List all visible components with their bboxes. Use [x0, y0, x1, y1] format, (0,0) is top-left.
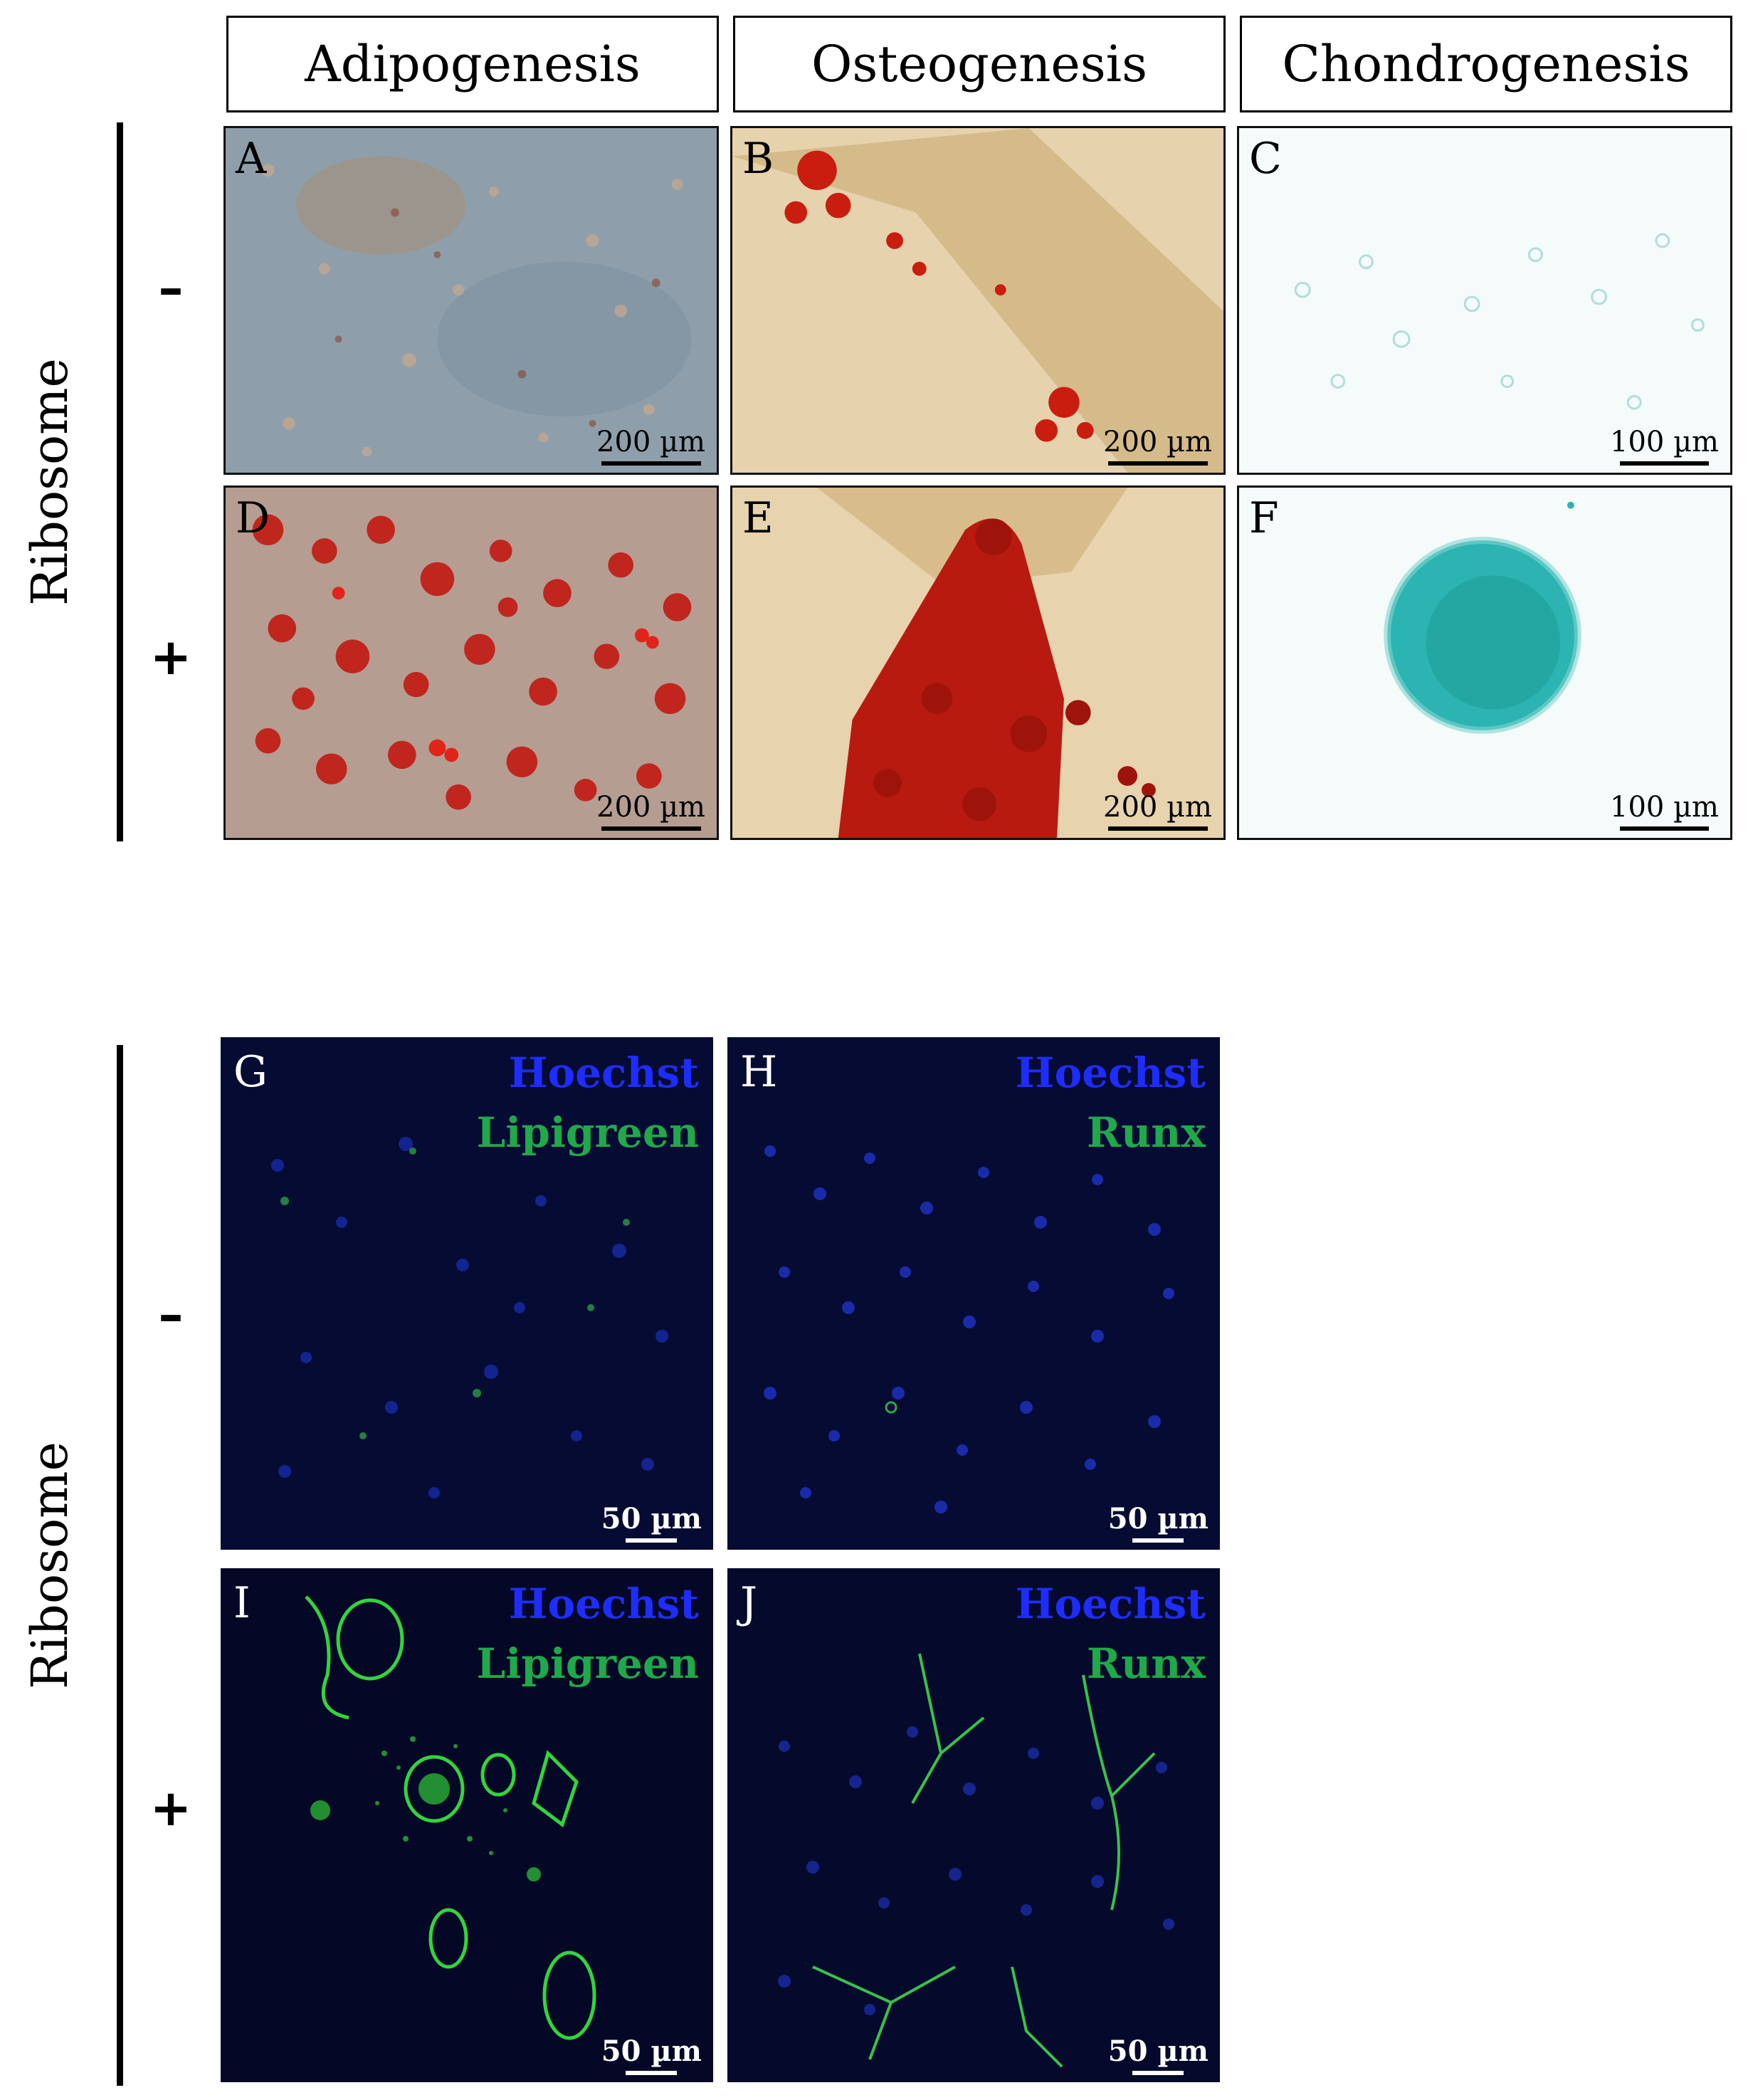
stain-legend-i: Hoechst Lipigreen — [477, 1574, 700, 1694]
scale-bar-f: 100 µm — [1610, 791, 1719, 831]
panel-letter-i: I — [233, 1578, 251, 1628]
panel-letter-b: B — [742, 134, 774, 184]
scale-bar-c: 100 µm — [1610, 426, 1719, 466]
fluorescence-g — [221, 1037, 713, 1550]
scale-bar-i: 50 µm — [601, 2035, 702, 2075]
scale-bar-e: 200 µm — [1103, 791, 1212, 831]
stain-legend-g: Hoechst Lipigreen — [477, 1043, 700, 1162]
panel-letter-e: E — [742, 493, 774, 543]
stain-hoechst-h: Hoechst — [1015, 1049, 1206, 1097]
panel-e-osteogenesis-ribosome: E 200 µm — [730, 485, 1226, 840]
plus-sign-top: + — [149, 628, 192, 686]
fluorescence-i — [221, 1568, 713, 2082]
scale-bar-h: 50 µm — [1108, 1502, 1209, 1543]
panel-h-runx-control: H Hoechst Runx 50 µm — [727, 1037, 1220, 1550]
stain-legend-h: Hoechst Runx — [1016, 1043, 1206, 1162]
panel-letter-a: A — [236, 134, 267, 184]
micrograph-e — [732, 488, 1223, 838]
panel-letter-c: C — [1249, 134, 1282, 184]
stain-hoechst-j: Hoechst — [1015, 1580, 1206, 1628]
panel-letter-d: D — [236, 493, 270, 543]
minus-sign-top: – — [158, 259, 184, 317]
panel-i-lipigreen-ribosome: I Hoechst Lipigreen 50 µm — [221, 1568, 713, 2082]
fluorescence-j — [727, 1568, 1220, 2082]
plus-sign-bottom: + — [149, 1779, 192, 1837]
ribosome-label-bottom: Ribosome — [21, 1442, 80, 1689]
panel-g-lipigreen-control: G Hoechst Lipigreen 50 µm — [221, 1037, 713, 1550]
scale-bar-a: 200 µm — [596, 426, 705, 466]
micrograph-c — [1239, 128, 1730, 473]
scale-bar-b: 200 µm — [1103, 426, 1212, 466]
panel-j-runx-ribosome: J Hoechst Runx 50 µm — [727, 1568, 1220, 2082]
stain-hoechst-i: Hoechst — [508, 1580, 699, 1628]
stain-runx-h: Runx — [1086, 1108, 1206, 1157]
micrograph-b — [732, 128, 1223, 473]
micrograph-f — [1239, 488, 1730, 838]
scale-bar-j: 50 µm — [1108, 2035, 1209, 2075]
column-header-adipogenesis: Adipogenesis — [226, 16, 719, 112]
ribosome-label-top: Ribosome — [21, 358, 80, 606]
micrograph-a — [226, 128, 717, 473]
column-header-chondrogenesis: Chondrogenesis — [1240, 16, 1732, 112]
row-group-bar-bottom — [117, 1045, 123, 2086]
panel-letter-j: J — [740, 1578, 758, 1628]
panel-b-osteogenesis-control: B 200 µm — [730, 126, 1226, 475]
row-group-bar-top — [117, 122, 123, 841]
panel-d-adipogenesis-ribosome: D 200 µm — [223, 485, 719, 840]
panel-letter-h: H — [740, 1047, 778, 1097]
column-header-osteogenesis: Osteogenesis — [733, 16, 1226, 112]
stain-runx-j: Runx — [1086, 1639, 1206, 1689]
micrograph-d — [226, 488, 717, 838]
scale-bar-g: 50 µm — [601, 1502, 702, 1543]
stain-lipigreen-g: Lipigreen — [476, 1108, 700, 1157]
fluorescence-h — [727, 1037, 1220, 1550]
panel-letter-g: G — [233, 1047, 268, 1097]
panel-a-adipogenesis-control: A 200 µm — [223, 126, 719, 475]
stain-hoechst-g: Hoechst — [508, 1049, 699, 1097]
stain-lipigreen-i: Lipigreen — [476, 1639, 700, 1689]
panel-f-chondrogenesis-ribosome: F 100 µm — [1237, 485, 1732, 840]
scale-bar-d: 200 µm — [596, 791, 705, 831]
panel-c-chondrogenesis-control: C 100 µm — [1237, 126, 1732, 475]
panel-letter-f: F — [1249, 493, 1279, 543]
minus-sign-bottom: – — [158, 1286, 184, 1344]
stain-legend-j: Hoechst Runx — [1016, 1574, 1206, 1694]
